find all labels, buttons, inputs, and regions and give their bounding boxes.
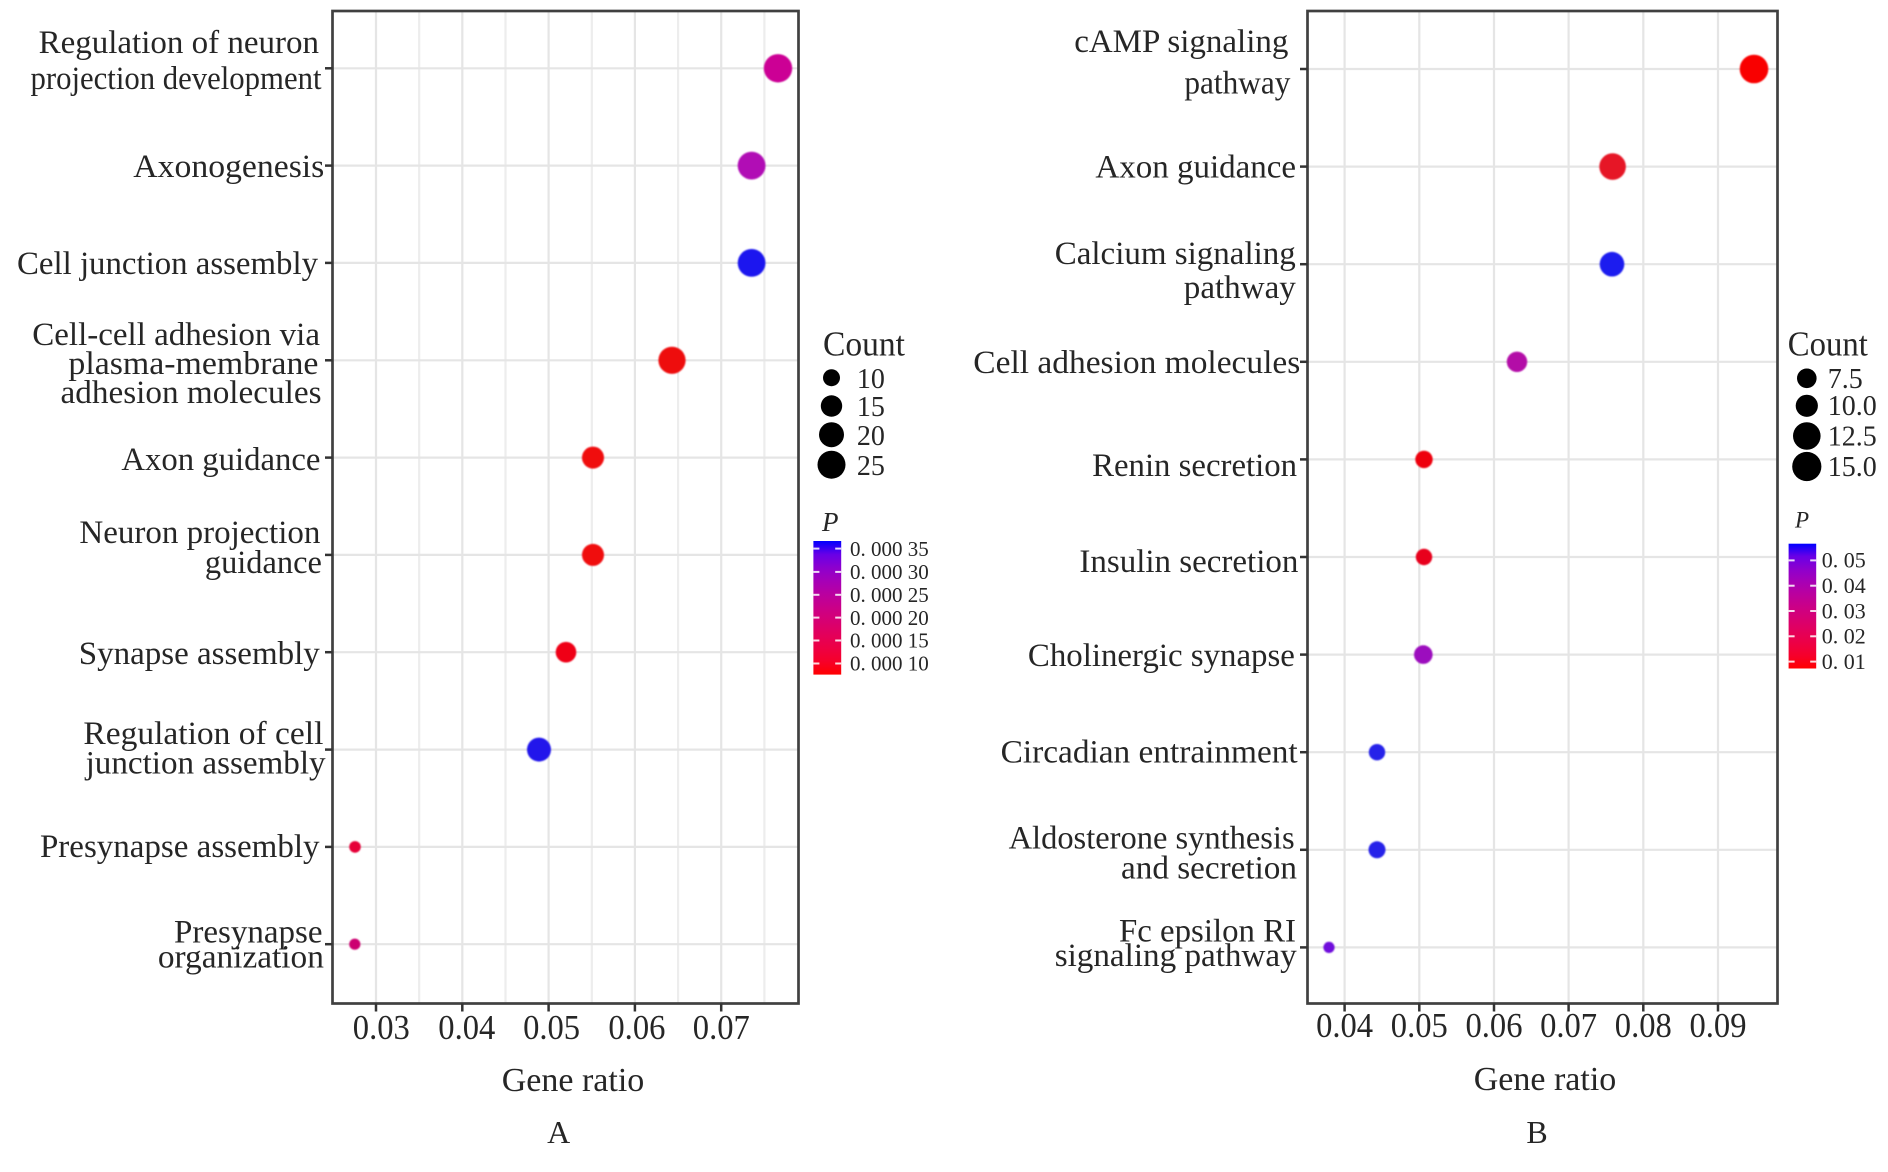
svg-text:0. 03: 0. 03	[1822, 598, 1866, 623]
svg-text:0. 000 15: 0. 000 15	[850, 629, 929, 653]
svg-text:0.05: 0.05	[1391, 1006, 1448, 1045]
svg-text:signaling pathway: signaling pathway	[1055, 938, 1297, 974]
svg-text:25: 25	[857, 451, 885, 482]
svg-text:pathway: pathway	[1184, 270, 1296, 306]
svg-text:Regulation of cell: Regulation of cell	[83, 716, 323, 752]
svg-text:Cell adhesion molecules: Cell adhesion molecules	[973, 345, 1300, 381]
svg-text:20: 20	[857, 421, 885, 452]
svg-text:adhesion molecules: adhesion molecules	[61, 375, 322, 411]
svg-text:Gene ratio: Gene ratio	[502, 1062, 645, 1099]
svg-text:0.06: 0.06	[1466, 1006, 1523, 1045]
svg-text:0.07: 0.07	[1540, 1006, 1597, 1045]
svg-text:Presynapse: Presynapse	[174, 915, 322, 951]
svg-text:B: B	[1526, 1114, 1547, 1150]
svg-text:Axon guidance: Axon guidance	[1095, 149, 1296, 185]
svg-text:0. 000 10: 0. 000 10	[850, 652, 929, 676]
svg-text:Gene ratio: Gene ratio	[1474, 1061, 1617, 1098]
svg-text:P: P	[1794, 508, 1809, 533]
svg-text:0.03: 0.03	[353, 1008, 410, 1047]
svg-text:Count: Count	[1788, 325, 1868, 364]
svg-text:0. 02: 0. 02	[1822, 624, 1866, 649]
svg-text:projection development: projection development	[31, 61, 322, 97]
svg-text:Cell-cell adhesion via: Cell-cell adhesion via	[32, 317, 320, 353]
svg-text:Neuron projection: Neuron projection	[79, 515, 320, 551]
svg-text:organization: organization	[158, 939, 324, 975]
svg-text:Cholinergic synapse: Cholinergic synapse	[1028, 638, 1295, 674]
svg-text:0.09: 0.09	[1690, 1006, 1747, 1045]
svg-text:Axon guidance: Axon guidance	[121, 442, 320, 478]
svg-text:7.5: 7.5	[1828, 364, 1863, 395]
svg-text:0. 000 35: 0. 000 35	[850, 537, 929, 561]
svg-text:Cell junction assembly: Cell junction assembly	[17, 246, 318, 282]
svg-text:0.04: 0.04	[438, 1008, 495, 1047]
svg-text:junction assembly: junction assembly	[85, 746, 327, 782]
svg-text:0.06: 0.06	[608, 1008, 665, 1047]
svg-text:Regulation of neuron: Regulation of neuron	[39, 25, 319, 61]
svg-text:0. 000 30: 0. 000 30	[850, 560, 929, 584]
svg-text:0. 000 20: 0. 000 20	[850, 606, 929, 630]
svg-text:0. 05: 0. 05	[1822, 548, 1866, 573]
svg-text:Synapse assembly: Synapse assembly	[79, 636, 321, 672]
svg-text:and secretion: and secretion	[1121, 850, 1297, 886]
svg-text:Aldosterone synthesis: Aldosterone synthesis	[1009, 821, 1295, 857]
svg-text:Calcium signaling: Calcium signaling	[1055, 236, 1296, 272]
svg-text:Fc epsilon RI: Fc epsilon RI	[1119, 914, 1296, 950]
svg-text:0.07: 0.07	[693, 1008, 750, 1047]
svg-text:Count: Count	[823, 324, 905, 363]
svg-text:0. 000 25: 0. 000 25	[850, 583, 929, 607]
svg-text:Presynapse assembly: Presynapse assembly	[40, 829, 320, 865]
svg-text:15: 15	[857, 392, 885, 423]
svg-text:0. 04: 0. 04	[1822, 573, 1866, 598]
svg-text:A: A	[547, 1114, 570, 1150]
svg-text:0.05: 0.05	[523, 1008, 580, 1047]
svg-text:0.08: 0.08	[1615, 1006, 1672, 1045]
svg-text:0. 01: 0. 01	[1822, 649, 1866, 674]
svg-text:Axonogenesis: Axonogenesis	[133, 149, 324, 185]
svg-text:Insulin secretion: Insulin secretion	[1079, 544, 1298, 580]
svg-text:10: 10	[857, 364, 885, 395]
svg-text:guidance: guidance	[205, 545, 322, 581]
svg-text:12.5: 12.5	[1828, 421, 1877, 452]
svg-text:P: P	[821, 507, 839, 537]
svg-text:0.04: 0.04	[1316, 1006, 1373, 1045]
svg-text:Renin secretion: Renin secretion	[1092, 448, 1297, 484]
svg-text:pathway: pathway	[1184, 66, 1290, 102]
svg-text:plasma-membrane: plasma-membrane	[68, 346, 318, 382]
svg-text:15.0: 15.0	[1828, 452, 1877, 483]
svg-text:Circadian entrainment: Circadian entrainment	[1001, 734, 1298, 770]
svg-text:cAMP signaling: cAMP signaling	[1074, 24, 1288, 60]
svg-text:10.0: 10.0	[1828, 391, 1877, 422]
